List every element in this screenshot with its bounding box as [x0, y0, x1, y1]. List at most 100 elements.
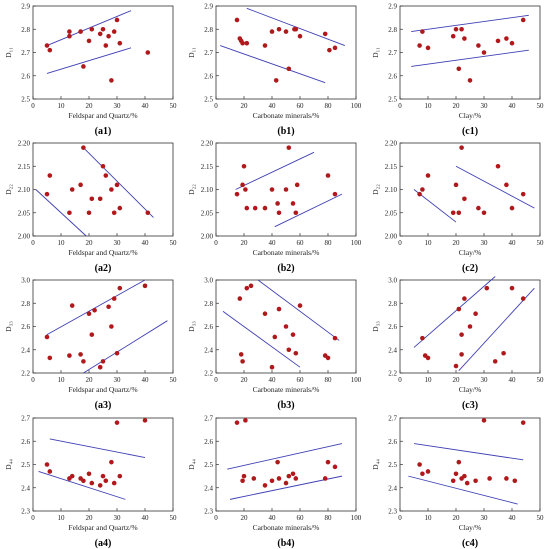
data-point: [109, 187, 114, 192]
y-tick-label: 2.6: [388, 323, 397, 331]
data-point: [262, 311, 268, 317]
data-point: [44, 43, 50, 48]
data-point: [47, 47, 53, 53]
y-axis-label: D₂₂: [371, 184, 380, 195]
data-point: [243, 418, 248, 423]
y-axis-label: D₄₄: [371, 459, 380, 470]
boundary-line: [246, 7, 345, 46]
data-point: [462, 296, 467, 301]
y-tick-label: 2.4: [204, 484, 213, 492]
data-point: [495, 163, 501, 169]
data-point: [69, 303, 75, 308]
y-tick-label: 2.4: [388, 484, 397, 492]
data-point: [67, 29, 72, 34]
x-tick-label: 20: [86, 376, 94, 384]
data-point: [251, 476, 257, 481]
y-tick-label: 2.15: [385, 163, 398, 171]
boundary-line: [38, 471, 126, 500]
x-tick-label: 20: [453, 514, 461, 522]
data-point: [293, 350, 299, 356]
data-point: [67, 353, 72, 358]
x-axis-label: Clay/%: [459, 248, 482, 257]
x-tick-label: 40: [142, 239, 150, 247]
x-tick-label: 40: [509, 239, 517, 247]
data-point: [456, 306, 462, 312]
y-tick-label: 2.10: [18, 186, 31, 194]
y-tick-label: 2.7: [21, 415, 30, 423]
data-point: [243, 187, 248, 192]
x-tick-label: 0: [398, 102, 402, 110]
x-axis-label: Carbonate minerals/%: [253, 111, 320, 120]
data-point: [464, 480, 470, 486]
y-tick-label: 2.2: [388, 370, 397, 378]
y-tick-label: 2.20: [201, 140, 214, 148]
data-point: [520, 296, 526, 301]
chart-panel: 0 20 40 60 80 100 2.3 2.4 2.5 2.6 2.7 Carbonate min…: [187, 415, 362, 549]
x-tick-label: 40: [269, 514, 277, 522]
data-point: [86, 471, 92, 477]
data-point: [487, 476, 492, 481]
x-tick-label: 10: [425, 102, 433, 110]
data-point: [297, 303, 303, 308]
data-point: [417, 191, 422, 197]
data-point: [425, 45, 431, 51]
data-point: [290, 332, 296, 337]
boundary-line: [455, 165, 535, 209]
data-point: [114, 17, 120, 23]
data-point: [456, 459, 462, 465]
x-tick-label: 20: [86, 514, 94, 522]
data-point: [269, 364, 275, 370]
data-point: [47, 469, 53, 474]
data-point: [240, 478, 245, 484]
data-point: [100, 359, 106, 364]
x-tick-label: 30: [114, 239, 122, 247]
x-tick-label: 30: [114, 376, 122, 384]
data-point: [286, 473, 292, 479]
data-point: [425, 469, 431, 474]
chart-panel: 0 10 20 30 40 50 2.00 2.05 2.10 2.15 2.20 Feldspar …: [4, 140, 177, 275]
x-tick-label: 40: [142, 376, 150, 384]
data-point: [325, 459, 331, 465]
data-point: [145, 210, 151, 216]
data-point: [78, 352, 83, 357]
data-point: [459, 332, 464, 337]
y-tick-label: 2.2: [204, 370, 213, 378]
data-point: [456, 210, 462, 216]
y-axis-label: D₄₄: [187, 459, 196, 470]
data-point: [81, 64, 86, 69]
data-point: [81, 359, 86, 364]
data-point: [97, 483, 103, 488]
data-point: [456, 66, 462, 72]
data-point: [481, 210, 487, 216]
panel-label: (a2): [95, 263, 112, 274]
data-point: [459, 26, 464, 32]
data-point: [473, 478, 478, 484]
data-point: [142, 283, 148, 289]
data-point: [520, 420, 526, 425]
y-tick-label: 2.3: [388, 508, 397, 516]
x-tick-label: 10: [58, 514, 66, 522]
data-point: [81, 478, 86, 484]
x-axis-label: Feldspar and Quartz/%: [68, 111, 137, 120]
x-tick-label: 10: [425, 239, 433, 247]
data-point: [476, 43, 481, 48]
data-point: [484, 285, 490, 291]
y-tick-label: 2.15: [201, 163, 214, 171]
data-point: [504, 476, 509, 481]
data-point: [69, 473, 75, 479]
chart-panel: 0 10 20 30 40 50 2.5 2.6 2.7 2.8 2.9 Feldspar and Q…: [4, 3, 177, 138]
data-point: [252, 205, 258, 211]
y-tick-label: 2.9: [388, 3, 397, 11]
x-tick-label: 40: [142, 514, 150, 522]
x-tick-label: 20: [453, 239, 461, 247]
y-tick-label: 2.4: [21, 346, 30, 354]
x-tick-label: 30: [481, 514, 489, 522]
data-point: [462, 473, 467, 479]
x-tick-label: 20: [453, 376, 461, 384]
boundary-line: [274, 193, 343, 228]
data-point: [462, 36, 467, 41]
y-tick-label: 2.15: [18, 163, 31, 171]
x-axis-label: Carbonate minerals/%: [253, 523, 320, 532]
data-point: [453, 471, 459, 477]
data-point: [273, 78, 279, 83]
